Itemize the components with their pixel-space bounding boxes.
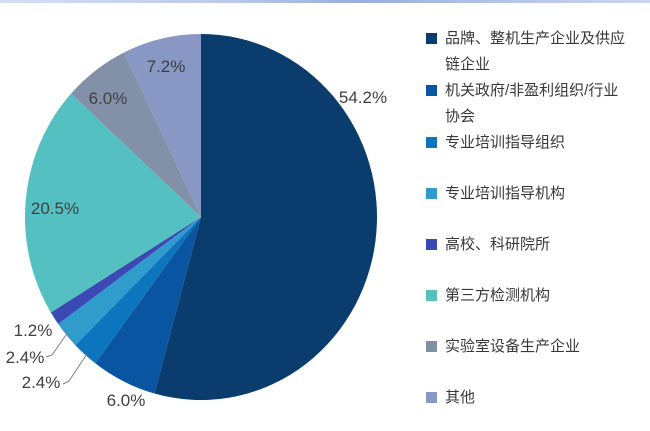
legend-item-label: 高校、科研院所 — [445, 236, 551, 253]
legend-item-label: 品牌、整机生产企业及供应链企业 — [445, 30, 626, 73]
legend-item-label: 专业培训指导机构 — [445, 185, 566, 202]
value-label: 2.4% — [6, 348, 45, 367]
legend-item-3: 专业培训指导机构 — [426, 181, 638, 207]
legend-item-2: 专业培训指导组织 — [426, 130, 638, 156]
pie-slice-6 — [71, 52, 201, 218]
value-label: 1.2% — [14, 321, 53, 340]
legend-item-label: 第三方检测机构 — [445, 287, 551, 304]
legend-swatch-icon — [426, 188, 437, 199]
legend-item-4: 高校、科研院所 — [426, 232, 638, 258]
pie-slice-5 — [25, 93, 201, 313]
pie-slice-7 — [124, 34, 201, 217]
legend: 品牌、整机生产企业及供应链企业 机关政府/非盈利组织/行业协会专业培训指导组织 专业… — [426, 26, 638, 431]
legend-swatch-icon — [426, 137, 437, 148]
pie-slice-0 — [154, 34, 378, 400]
value-labels: 54.2% 7.2% 6.0% 20.5% 1.2% 2.4% 2.4% 6.0% — [6, 57, 387, 410]
pie-slice-2 — [75, 217, 201, 364]
legend-swatch-icon — [426, 290, 437, 301]
legend-swatch-icon — [426, 392, 437, 403]
legend-item-label: 专业培训指导组织 — [445, 134, 566, 151]
legend-item-5: 第三方检测机构 — [426, 283, 638, 309]
pie-slice-4 — [50, 217, 202, 324]
pie-slices — [25, 34, 378, 400]
leader-lines — [45, 331, 88, 385]
pie-slice-1 — [95, 217, 201, 394]
legend-item-0: 品牌、整机生产企业及供应链企业 — [426, 26, 638, 78]
value-label: 20.5% — [31, 199, 79, 218]
legend-swatch-icon — [426, 33, 437, 44]
leader-line-0 — [45, 331, 69, 358]
pie-slice-3 — [58, 217, 201, 346]
legend-item-label: 实验室设备生产企业 — [445, 338, 581, 355]
legend-item-1: 机关政府/非盈利组织/行业协会 — [426, 78, 638, 130]
leader-line-1 — [62, 353, 88, 385]
legend-item-7: 其他 — [426, 385, 638, 411]
top-border-strip — [0, 0, 650, 3]
legend-swatch-icon — [426, 341, 437, 352]
pie-chart: 54.2% 7.2% 6.0% 20.5% 1.2% 2.4% 2.4% 6.0% — [6, 34, 387, 410]
value-label: 54.2% — [339, 88, 387, 107]
legend-item-6: 实验室设备生产企业 — [426, 334, 638, 360]
legend-swatch-icon — [426, 85, 437, 96]
value-label: 6.0% — [89, 89, 128, 108]
value-label: 7.2% — [147, 57, 186, 76]
legend-item-label: 其他 — [445, 389, 476, 406]
value-label: 6.0% — [107, 391, 146, 410]
legend-item-label: 机关政府/非盈利组织/行业协会 — [445, 82, 619, 125]
value-label: 2.4% — [22, 373, 61, 392]
legend-swatch-icon — [426, 239, 437, 250]
